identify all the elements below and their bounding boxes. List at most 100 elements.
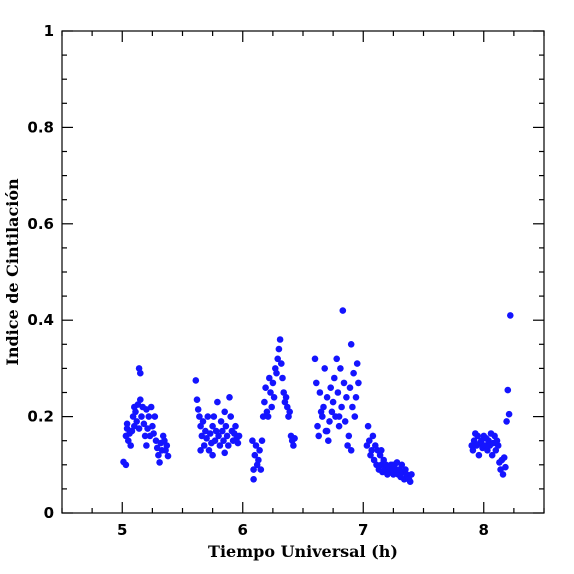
- data-point: [259, 413, 267, 420]
- data-point: [262, 384, 269, 392]
- data-point: [273, 369, 280, 377]
- data-point: [203, 435, 210, 442]
- tick-labels: 5 6 7 8 0 0.2 0.4 0.6 0.8 1: [27, 22, 489, 539]
- data-point: [275, 345, 283, 353]
- data-point: [323, 427, 331, 435]
- data-point: [347, 341, 355, 348]
- x-tick-label: 7: [358, 521, 368, 539]
- data-point: [337, 365, 344, 372]
- axis-ticks: [61, 30, 545, 514]
- data-point: [355, 379, 362, 387]
- data-point: [474, 432, 482, 440]
- data-point: [274, 355, 282, 363]
- x-tick-label: 6: [238, 521, 248, 539]
- data-point: [251, 451, 259, 459]
- data-point: [504, 386, 512, 394]
- data-point: [150, 430, 157, 437]
- data-point: [314, 422, 321, 430]
- data-point: [223, 432, 231, 440]
- y-tick-label: 1: [44, 22, 54, 40]
- data-point: [366, 437, 373, 445]
- data-point: [347, 447, 355, 454]
- data-point: [339, 307, 347, 314]
- data-point: [311, 355, 319, 363]
- data-point: [258, 437, 266, 445]
- data-point: [353, 360, 361, 367]
- data-point: [222, 422, 230, 430]
- data-point: [327, 384, 335, 392]
- data-point: [149, 422, 156, 430]
- data-point: [276, 336, 284, 343]
- data-point: [206, 430, 214, 437]
- data-point: [319, 413, 326, 420]
- data-point: [226, 394, 233, 401]
- data-point: [220, 437, 227, 445]
- data-point: [249, 437, 256, 445]
- data-point: [341, 418, 349, 425]
- data-point: [286, 408, 294, 416]
- data-point: [313, 379, 320, 387]
- data-point: [194, 406, 202, 413]
- data-point: [268, 403, 276, 411]
- data-point: [333, 355, 341, 363]
- data-point: [252, 442, 260, 449]
- data-points: [120, 307, 514, 486]
- data-point: [128, 427, 136, 435]
- data-point: [135, 425, 143, 432]
- x-tick-label: 8: [479, 521, 489, 539]
- data-point: [200, 442, 208, 449]
- data-point: [335, 413, 343, 420]
- data-point: [335, 422, 343, 430]
- data-point: [502, 463, 509, 471]
- data-point: [264, 413, 272, 420]
- data-point: [137, 396, 144, 404]
- data-point: [398, 461, 406, 469]
- data-point: [315, 432, 323, 440]
- data-point: [234, 439, 242, 447]
- data-point: [507, 312, 514, 319]
- data-point: [503, 418, 510, 425]
- data-point: [138, 413, 145, 420]
- data-point: [196, 413, 203, 420]
- data-point: [193, 396, 201, 404]
- data-point: [499, 471, 507, 478]
- y-tick-label: 0.4: [27, 311, 54, 329]
- data-point: [145, 413, 153, 420]
- data-point: [352, 394, 360, 401]
- data-point: [132, 408, 139, 416]
- data-point: [475, 451, 483, 459]
- data-point: [197, 447, 204, 454]
- data-point: [469, 447, 477, 454]
- data-point: [261, 398, 268, 406]
- data-point: [329, 398, 337, 406]
- data-point: [122, 461, 130, 469]
- y-tick-label: 0.6: [27, 215, 54, 233]
- data-point: [364, 422, 372, 430]
- data-point: [209, 451, 216, 459]
- data-point: [406, 478, 414, 486]
- data-point: [232, 422, 239, 430]
- data-point: [266, 374, 273, 382]
- data-point: [211, 437, 219, 445]
- data-point: [345, 432, 353, 440]
- data-point: [344, 442, 351, 449]
- data-point: [321, 365, 329, 372]
- data-point: [378, 447, 385, 454]
- data-point: [221, 408, 228, 416]
- data-point: [346, 384, 354, 392]
- x-tick-label: 5: [117, 521, 127, 539]
- data-point: [349, 403, 356, 411]
- data-point: [221, 449, 228, 457]
- data-point: [408, 471, 415, 478]
- data-point: [278, 360, 285, 367]
- data-point: [267, 389, 274, 396]
- data-point: [147, 403, 155, 411]
- data-point: [291, 435, 298, 442]
- data-point: [250, 476, 257, 483]
- data-point: [192, 377, 200, 384]
- data-point: [215, 432, 222, 440]
- data-point: [225, 442, 232, 449]
- y-axis-title: Indice de Cintilación: [3, 178, 22, 366]
- data-point: [204, 413, 212, 420]
